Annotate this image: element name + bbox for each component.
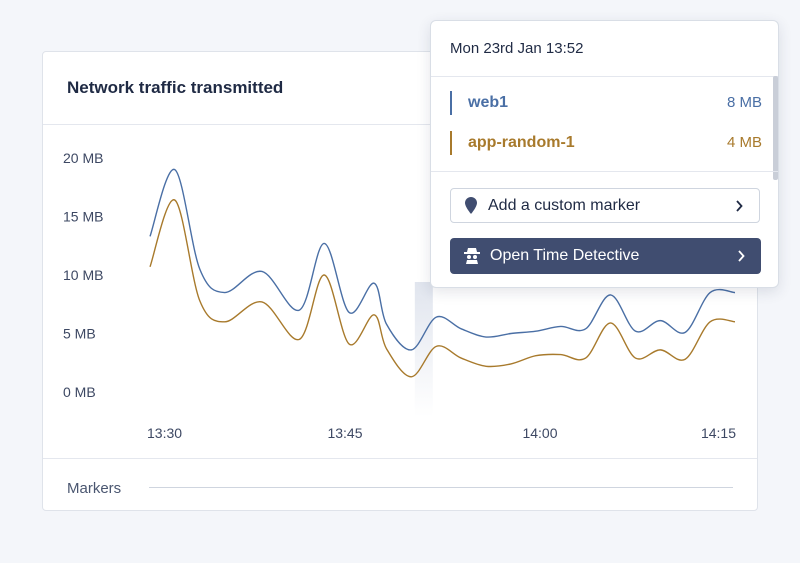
x-tick-label: 14:00 [522,425,557,441]
y-tick-label: 20 MB [63,150,103,166]
open-time-detective-label: Open Time Detective [490,247,640,264]
series-value: 4 MB [726,134,762,151]
add-custom-marker-button[interactable]: Add a custom marker [450,188,760,223]
add-custom-marker-label: Add a custom marker [488,197,641,214]
y-tick-label: 5 MB [63,326,96,342]
series-line-app-random-1[interactable] [149,199,736,378]
open-time-detective-button[interactable]: Open Time Detective [450,238,761,274]
chevron-right-icon [736,200,743,212]
series-color-bar [450,131,452,155]
x-tick-label: 13:45 [327,425,362,441]
detective-icon [464,248,480,264]
y-tick-label: 10 MB [63,267,103,283]
chart-area[interactable]: 20 MB 15 MB 10 MB 5 MB 0 MB 13:30 13:45 14:00 1… [43,52,759,458]
scrollbar-thumb[interactable] [773,76,778,180]
tooltip-row-app-random-1: app-random-1 4 MB [450,131,762,155]
series-value: 8 MB [726,94,762,111]
card-divider [43,458,757,459]
markers-track[interactable] [149,487,733,488]
tooltip-divider [431,76,778,77]
series-line-web1[interactable] [149,168,736,351]
tooltip-divider [431,171,778,172]
tooltip-row-web1: web1 8 MB [450,91,762,115]
series-name: web1 [468,94,509,111]
markers-label: Markers [67,480,122,497]
x-tick-label: 14:15 [701,425,736,441]
hover-tooltip: Mon 23rd Jan 13:52 web1 8 MB app-random-… [430,20,779,288]
chevron-right-icon [738,250,745,262]
tooltip-timestamp: Mon 23rd Jan 13:52 [450,40,584,57]
hover-band [414,282,433,417]
chart-title: Network traffic transmitted [67,78,284,97]
card-divider [43,124,757,125]
x-tick-label: 13:30 [147,425,182,441]
y-tick-label: 15 MB [63,209,103,225]
y-tick-label: 0 MB [63,384,96,400]
series-name: app-random-1 [468,134,575,151]
series-color-bar [450,91,452,115]
map-pin-icon [465,197,477,214]
